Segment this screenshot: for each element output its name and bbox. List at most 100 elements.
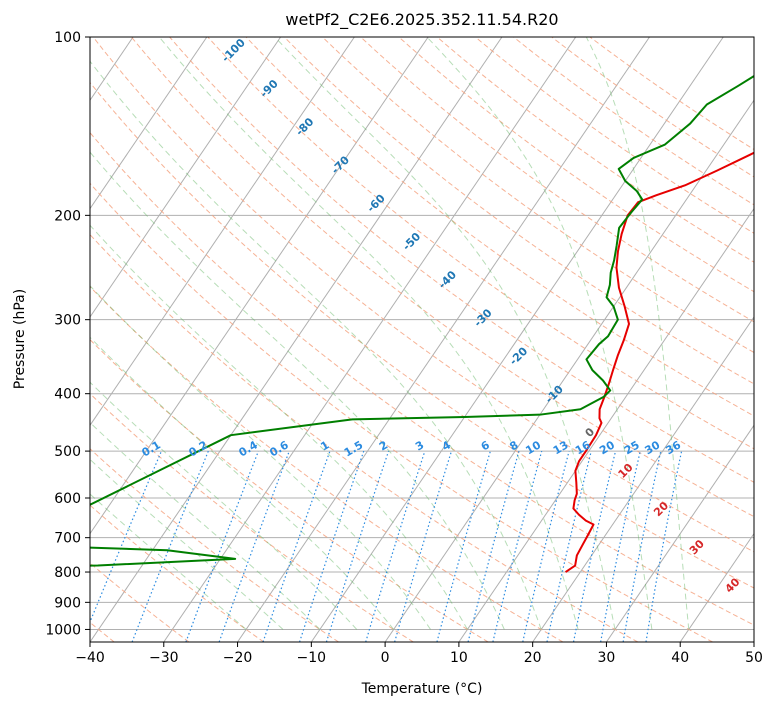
plot-frame: [89, 36, 755, 643]
moist-adiabat: [426, 37, 653, 630]
x-tick-label: 40: [671, 650, 689, 666]
mixing-ratio-label: 36: [663, 438, 683, 457]
dewpoint-profile: [90, 74, 754, 567]
mixing-ratio-line: [262, 450, 331, 642]
mixing-ratio-line: [325, 450, 390, 642]
dry-adiabat-label: 40: [723, 575, 743, 595]
dry-adiabat-label: 10: [616, 461, 636, 481]
moist-adiabat: [90, 60, 542, 630]
dry-adiabat: [90, 131, 754, 626]
mixing-ratio-label: 0.4: [237, 438, 261, 459]
y-tick-label: 300: [54, 313, 81, 329]
isotherm-gridline: [163, 37, 577, 642]
x-tick-label: 20: [524, 650, 542, 666]
moist-adiabat: [90, 151, 505, 630]
reference-line-labels: -100-90-80-70-60-50-40-30-20-10010203040…: [140, 36, 743, 596]
isotherm-gridline: [753, 641, 754, 642]
mixing-ratio-line: [90, 450, 162, 624]
mixing-ratio-label: 0.6: [267, 438, 291, 459]
y-tick-label: 900: [54, 595, 81, 611]
y-axis-label: Pressure (hPa): [12, 289, 28, 389]
isotherm-gridline: [532, 316, 754, 642]
isotherm-gridline: [90, 37, 208, 210]
y-tick-label: 400: [54, 387, 81, 403]
y-tick-label: 200: [54, 208, 81, 224]
dry-adiabat: [398, 37, 754, 293]
chart-title: wetPf2_C2E6.2025.352.11.54.R20: [285, 10, 559, 29]
x-tick-label: −10: [297, 650, 327, 666]
x-tick-label: 30: [598, 650, 616, 666]
dry-adiabat-label: -10: [543, 383, 566, 406]
mixing-ratio-label: 20: [597, 438, 617, 457]
mixing-ratio-line: [131, 450, 209, 642]
mixing-ratio-line: [365, 450, 426, 642]
dry-adiabat-label: -80: [293, 115, 316, 138]
dry-adiabat: [90, 182, 713, 642]
moist-adiabat: [90, 421, 321, 630]
isotherm-gridline: [90, 37, 355, 427]
sounding-profiles: [90, 74, 754, 573]
isotherm-gridline: [90, 37, 282, 318]
dry-adiabat: [90, 338, 489, 642]
x-tick-label: −30: [149, 650, 179, 666]
isotherm-gridline: [384, 99, 754, 642]
dry-adiabat: [90, 562, 190, 642]
dry-adiabat-label: -70: [329, 153, 352, 176]
mixing-ratio-line: [492, 450, 543, 642]
dry-adiabat: [90, 233, 639, 642]
dry-adiabat: [360, 37, 754, 323]
dry-adiabat: [92, 37, 754, 553]
mixing-ratio-label: 30: [643, 438, 663, 457]
mixing-ratio-line: [218, 450, 290, 642]
dry-adiabat: [90, 81, 754, 589]
mixing-ratio-line: [467, 450, 520, 642]
isotherm-gridline: [237, 37, 650, 642]
moist-adiabat: [90, 381, 358, 630]
x-tick-label: 10: [450, 650, 468, 666]
dry-adiabat-label: -60: [365, 192, 388, 215]
background-lines: [90, 37, 754, 642]
y-tick-label: 500: [54, 444, 81, 460]
dry-adiabat-label: -90: [258, 77, 281, 100]
dry-adiabat-label: -50: [400, 230, 423, 253]
isotherm-gridline: [458, 207, 754, 642]
y-tick-label: 600: [54, 491, 81, 507]
moist-adiabat: [158, 37, 579, 630]
y-tick-label: 700: [54, 531, 81, 547]
dry-adiabat: [90, 504, 265, 642]
mixing-ratio-label: 25: [622, 438, 642, 457]
y-tick-label: 1000: [45, 622, 81, 638]
x-tick-label: −20: [223, 650, 253, 666]
mixing-ratio-label: 1.5: [342, 438, 365, 459]
x-tick-label: 0: [381, 650, 390, 666]
x-axis-label: Temperature (°C): [361, 681, 483, 697]
y-tick-label: 100: [54, 30, 81, 46]
dry-adiabat: [169, 37, 754, 483]
dry-adiabat: [322, 37, 754, 354]
dry-adiabat-label: 20: [651, 499, 671, 519]
x-tick-label: −40: [75, 650, 105, 666]
dry-adiabat: [283, 37, 754, 385]
dry-adiabat: [90, 285, 564, 642]
moist-adiabat: [90, 458, 284, 630]
mixing-ratio-line: [185, 450, 259, 642]
isotherm-gridline: [310, 37, 724, 642]
mixing-ratio-line: [622, 450, 662, 642]
dry-adiabat-label: -40: [436, 268, 459, 291]
dry-adiabat: [90, 392, 414, 642]
mixing-ratio-line: [522, 450, 570, 642]
moist-adiabat: [90, 285, 431, 630]
isotherm-gridline: [679, 532, 754, 642]
moist-adiabat: [90, 493, 247, 630]
isotherm-gridline: [90, 37, 503, 642]
moist-adiabat: [90, 224, 468, 630]
dry-adiabat: [436, 37, 754, 263]
isotherm-gridline: [90, 37, 429, 535]
mixing-ratio-line: [394, 450, 453, 642]
dry-adiabat: [130, 37, 754, 518]
mixing-ratio-line: [546, 450, 592, 642]
mixing-ratio-line: [600, 450, 641, 642]
axes: −40 −30 −20 −10 0 10 20 30 40 50 100 200 300 400 500 60…: [45, 30, 763, 666]
mixing-ratio-line: [298, 450, 365, 642]
